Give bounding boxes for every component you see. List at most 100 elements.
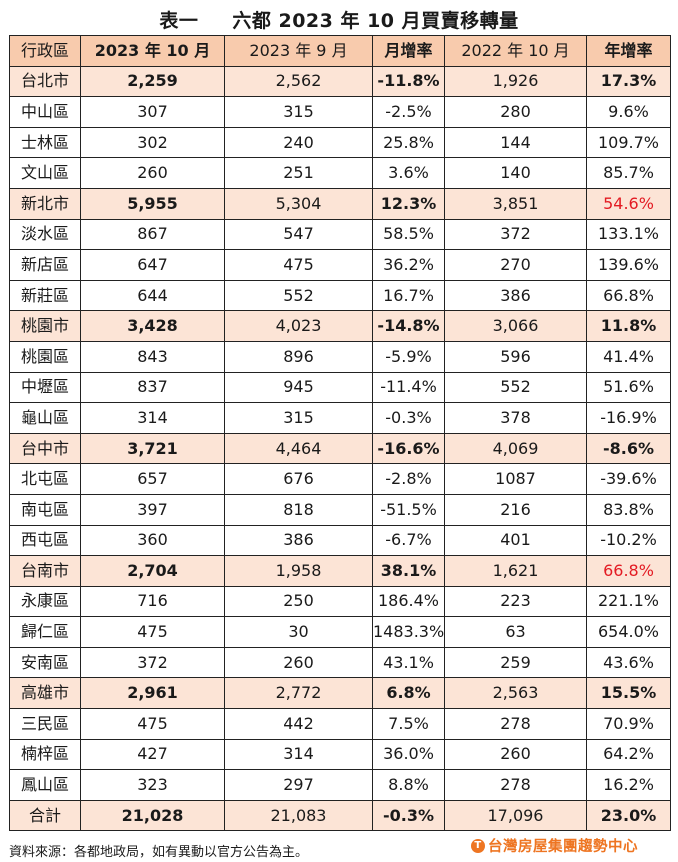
row-label: 西屯區 (9, 524, 81, 557)
mom-rate: 25.8% (372, 126, 445, 159)
value-sep-2023: 1,958 (224, 555, 373, 587)
mom-rate: -0.3% (372, 402, 445, 434)
header-yoy-rate: 年增率 (586, 35, 671, 67)
yoy-rate: 51.6% (586, 371, 671, 404)
mom-rate: 7.5% (372, 708, 445, 740)
row-label: 文山區 (9, 157, 81, 189)
yoy-rate: 15.5% (586, 677, 671, 710)
row-label: 龜山區 (9, 402, 81, 434)
value-oct-2023: 475 (80, 708, 225, 740)
district-row: 桃園區 843 896 -5.9% 596 41.4% (9, 340, 671, 373)
mom-rate: -11.4% (372, 371, 445, 404)
value-sep-2023: 251 (224, 157, 373, 189)
mom-rate: -11.8% (372, 65, 445, 98)
value-oct-2023: 2,961 (80, 677, 225, 710)
value-sep-2023: 21,083 (224, 799, 373, 832)
row-label: 楠梓區 (9, 738, 81, 771)
header-oct-2022: 2022 年 10 月 (444, 35, 587, 67)
mom-rate: -2.5% (372, 96, 445, 128)
value-oct-2022: 144 (444, 126, 587, 159)
value-sep-2023: 676 (224, 463, 373, 495)
value-oct-2022: 17,096 (444, 799, 587, 832)
row-label: 新店區 (9, 249, 81, 281)
value-oct-2022: 260 (444, 738, 587, 771)
yoy-rate: -10.2% (586, 524, 671, 557)
district-row: 三民區 475 442 7.5% 278 70.9% (9, 708, 671, 740)
mom-rate: 43.1% (372, 646, 445, 679)
value-sep-2023: 2,562 (224, 65, 373, 98)
taiwan-realty-logo-icon: T (471, 838, 485, 853)
district-row: 文山區 260 251 3.6% 140 85.7% (9, 157, 671, 189)
yoy-rate: 43.6% (586, 646, 671, 679)
value-oct-2022: 140 (444, 157, 587, 189)
value-oct-2023: 260 (80, 157, 225, 189)
value-oct-2022: 596 (444, 340, 587, 373)
value-oct-2023: 427 (80, 738, 225, 771)
header-district: 行政區 (9, 35, 81, 67)
yoy-rate: 109.7% (586, 126, 671, 159)
district-row: 中壢區 837 945 -11.4% 552 51.6% (9, 371, 671, 404)
row-label: 北屯區 (9, 463, 81, 495)
mom-rate: 16.7% (372, 279, 445, 312)
yoy-rate: -16.9% (586, 402, 671, 434)
value-oct-2023: 644 (80, 279, 225, 312)
yoy-rate: 23.0% (586, 799, 671, 832)
row-label: 中山區 (9, 96, 81, 128)
district-row: 鳳山區 323 297 8.8% 278 16.2% (9, 769, 671, 801)
mom-rate: -14.8% (372, 310, 445, 342)
city-row: 高雄市 2,961 2,772 6.8% 2,563 15.5% (9, 677, 671, 710)
yoy-rate: 17.3% (586, 65, 671, 98)
value-sep-2023: 552 (224, 279, 373, 312)
value-oct-2022: 278 (444, 769, 587, 801)
row-label: 高雄市 (9, 677, 81, 710)
value-oct-2022: 63 (444, 616, 587, 648)
value-sep-2023: 30 (224, 616, 373, 648)
value-sep-2023: 260 (224, 646, 373, 679)
value-sep-2023: 240 (224, 126, 373, 159)
value-oct-2023: 3,721 (80, 432, 225, 465)
yoy-rate: 85.7% (586, 157, 671, 189)
row-label: 中壢區 (9, 371, 81, 404)
value-oct-2022: 216 (444, 493, 587, 526)
header-mom-rate: 月增率 (372, 35, 445, 67)
value-sep-2023: 442 (224, 708, 373, 740)
yoy-rate: 54.6% (586, 187, 671, 220)
row-label: 桃園區 (9, 340, 81, 373)
yoy-rate: -8.6% (586, 432, 671, 465)
yoy-rate: 64.2% (586, 738, 671, 771)
value-oct-2023: 843 (80, 340, 225, 373)
mom-rate: -6.7% (372, 524, 445, 557)
row-label: 台北市 (9, 65, 81, 98)
yoy-rate: 66.8% (586, 555, 671, 587)
yoy-rate: 70.9% (586, 708, 671, 740)
value-oct-2023: 307 (80, 96, 225, 128)
value-oct-2022: 2,563 (444, 677, 587, 710)
row-label: 三民區 (9, 708, 81, 740)
value-oct-2022: 223 (444, 585, 587, 618)
value-sep-2023: 297 (224, 769, 373, 801)
mom-rate: 38.1% (372, 555, 445, 587)
value-oct-2023: 867 (80, 218, 225, 251)
header-sep-2023: 2023 年 9 月 (224, 35, 373, 67)
value-oct-2022: 552 (444, 371, 587, 404)
row-label: 歸仁區 (9, 616, 81, 648)
value-oct-2023: 302 (80, 126, 225, 159)
mom-rate: 36.2% (372, 249, 445, 281)
row-label: 台中市 (9, 432, 81, 465)
value-sep-2023: 4,464 (224, 432, 373, 465)
brand-logo: T 台灣房屋集團趨勢中心 (471, 835, 638, 856)
value-oct-2023: 314 (80, 402, 225, 434)
brand-name: 台灣房屋集團趨勢中心 (488, 839, 638, 855)
district-row: 北屯區 657 676 -2.8% 1087 -39.6% (9, 463, 671, 495)
city-row: 台中市 3,721 4,464 -16.6% 4,069 -8.6% (9, 432, 671, 465)
value-oct-2023: 837 (80, 371, 225, 404)
district-row: 南屯區 397 818 -51.5% 216 83.8% (9, 493, 671, 526)
mom-rate: 1483.3% (372, 616, 445, 648)
value-oct-2023: 2,704 (80, 555, 225, 587)
value-oct-2023: 323 (80, 769, 225, 801)
header-oct-2023: 2023 年 10 月 (80, 35, 225, 67)
city-row: 桃園市 3,428 4,023 -14.8% 3,066 11.8% (9, 310, 671, 342)
mom-rate: -0.3% (372, 799, 445, 832)
district-row: 新店區 647 475 36.2% 270 139.6% (9, 249, 671, 281)
value-sep-2023: 896 (224, 340, 373, 373)
